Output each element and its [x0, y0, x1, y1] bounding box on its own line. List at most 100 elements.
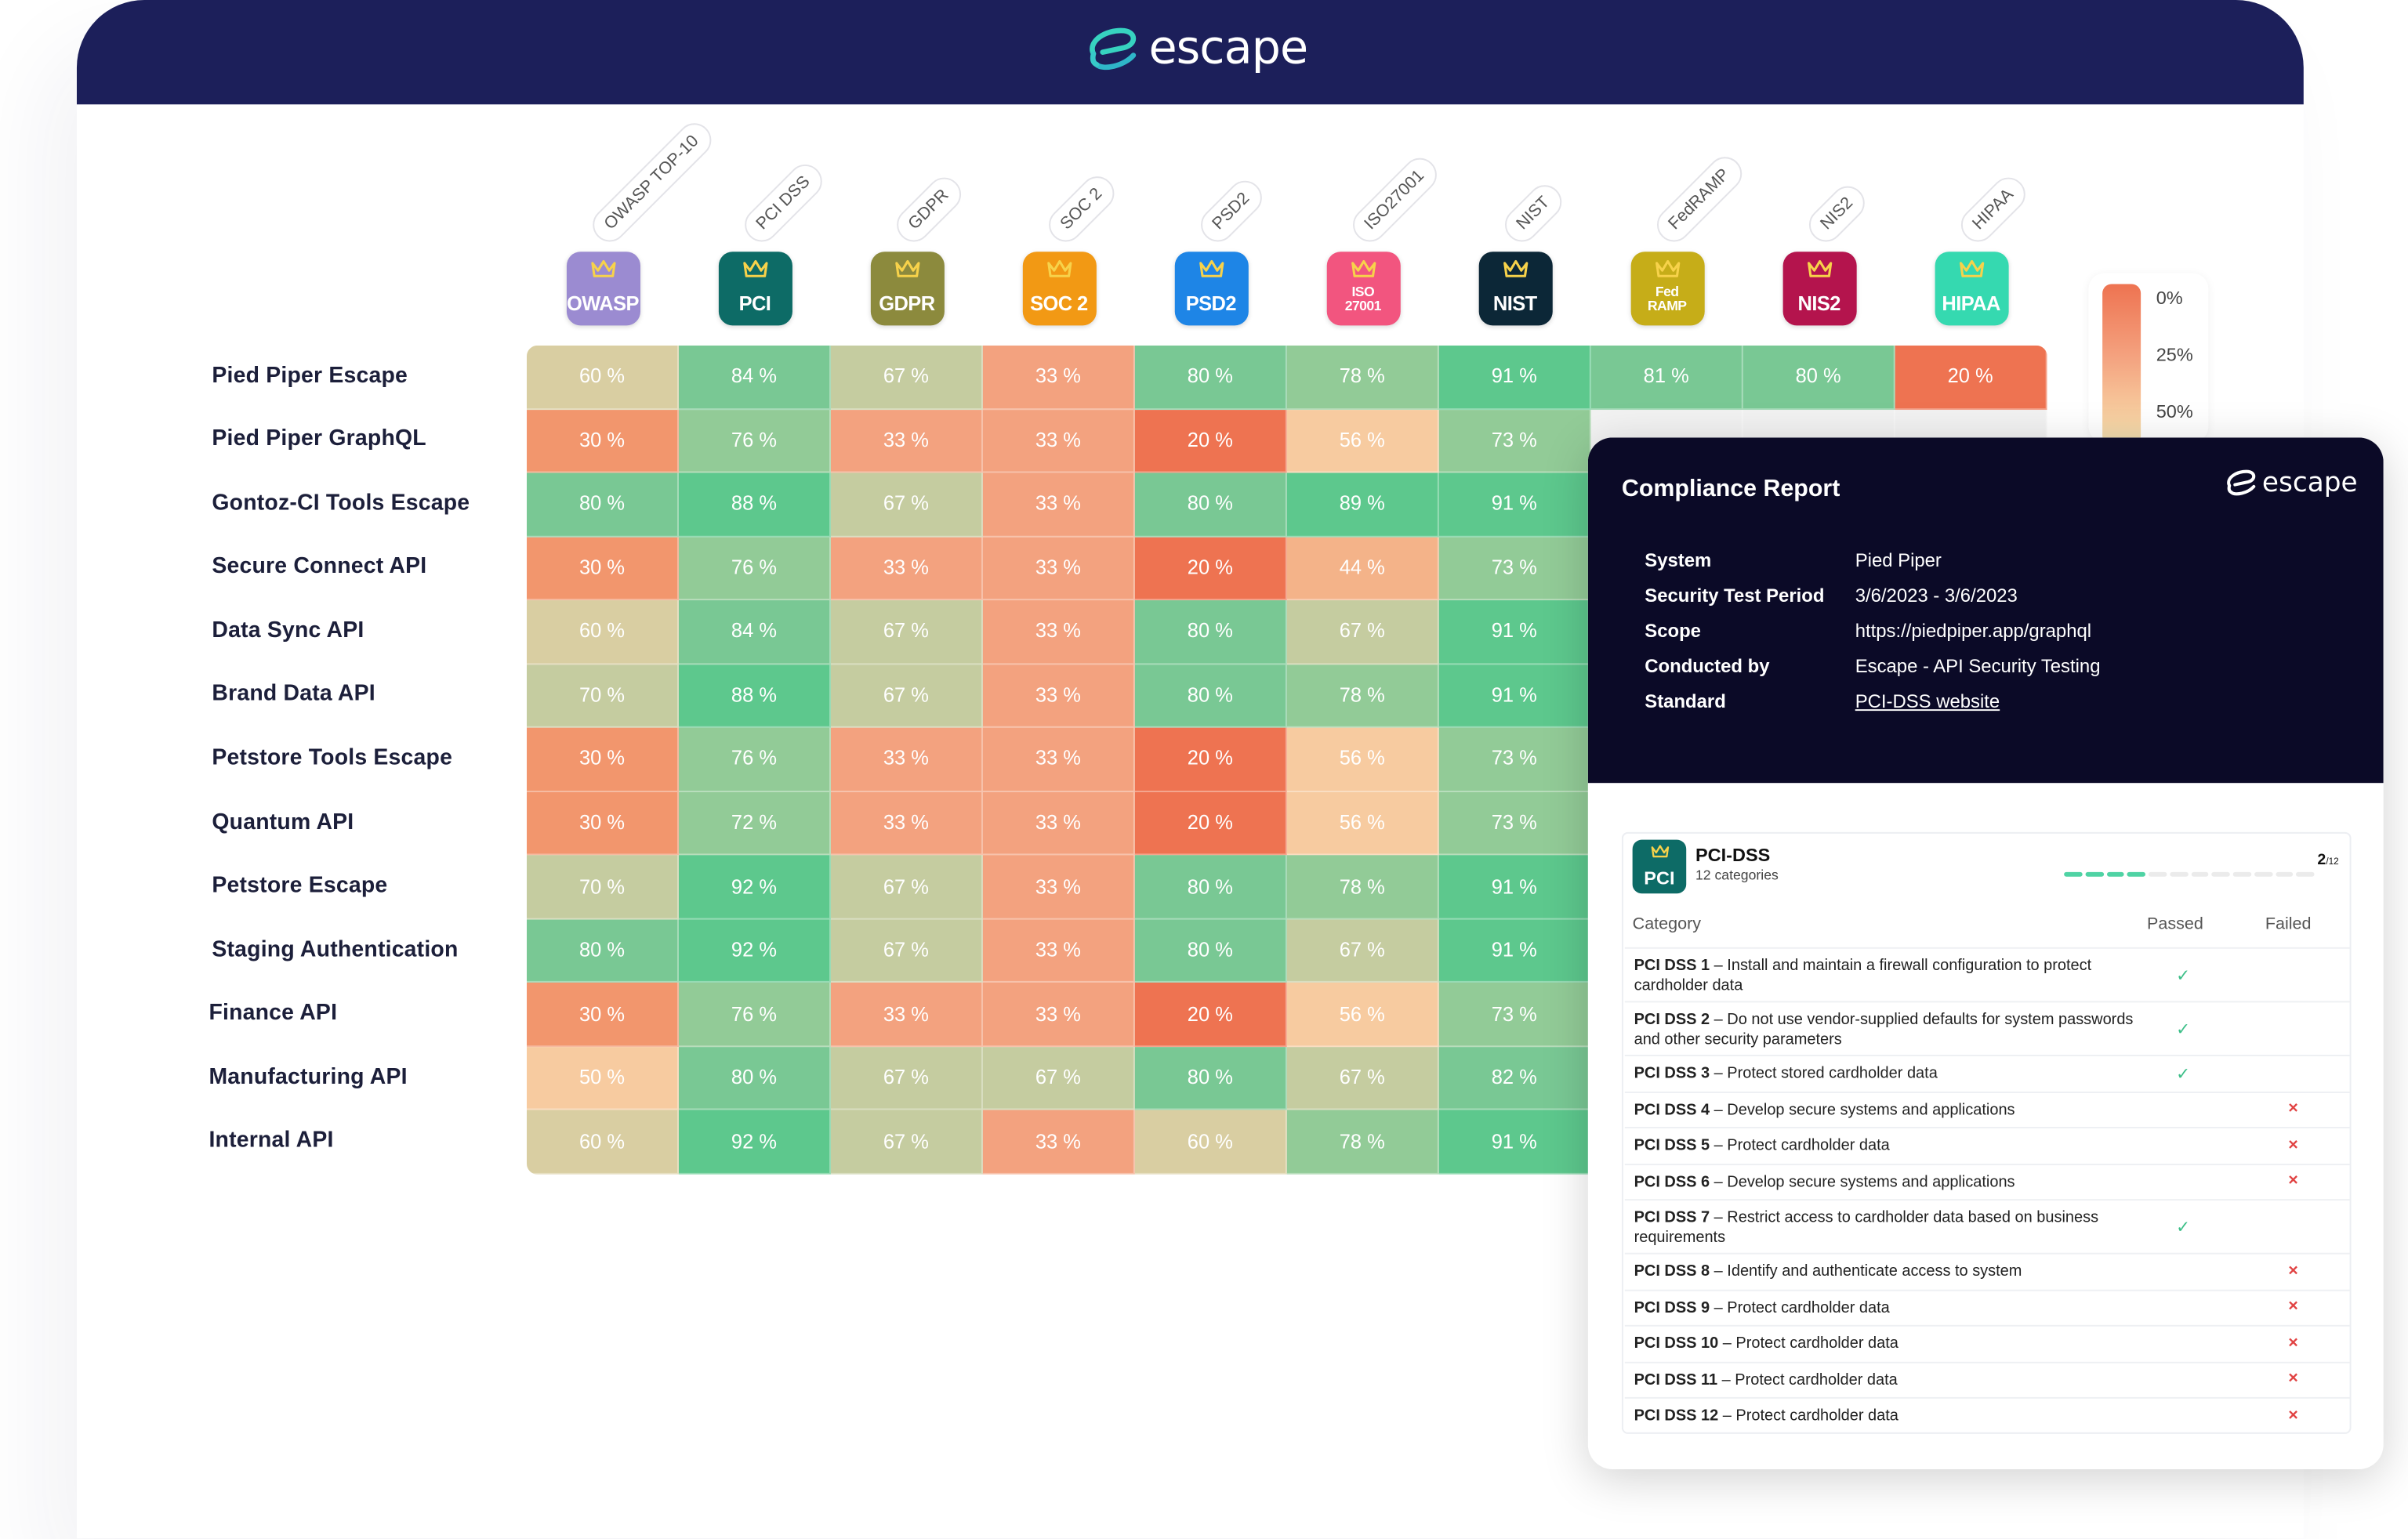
- heatmap-cell[interactable]: 84 %: [678, 600, 831, 664]
- escape-logo[interactable]: escape: [1084, 21, 1308, 75]
- heatmap-cell[interactable]: 91 %: [1438, 345, 1591, 410]
- asset-label[interactable]: Quantum API: [212, 809, 354, 835]
- heatmap-cell[interactable]: 80 %: [527, 473, 679, 537]
- asset-label[interactable]: Staging Authentication: [212, 937, 459, 962]
- heatmap-cell[interactable]: 50 %: [527, 1047, 679, 1111]
- asset-label[interactable]: Gontoz-CI Tools Escape: [212, 491, 470, 516]
- heatmap-cell[interactable]: 33 %: [982, 855, 1135, 920]
- asset-label[interactable]: Finance API: [209, 1001, 338, 1027]
- heatmap-cell[interactable]: 92 %: [678, 855, 831, 920]
- heatmap-cell[interactable]: 30 %: [527, 409, 679, 473]
- heatmap-cell[interactable]: 44 %: [1286, 536, 1439, 601]
- heatmap-cell[interactable]: 76 %: [678, 536, 831, 601]
- heatmap-cell[interactable]: 67 %: [1286, 919, 1439, 983]
- heatmap-cell[interactable]: 56 %: [1286, 728, 1439, 792]
- heatmap-cell[interactable]: 89 %: [1286, 473, 1439, 537]
- heatmap-cell[interactable]: 33 %: [982, 473, 1135, 537]
- heatmap-cell[interactable]: 78 %: [1286, 855, 1439, 920]
- heatmap-cell[interactable]: 88 %: [678, 473, 831, 537]
- category-row[interactable]: PCI DSS 1 – Install and maintain a firew…: [1624, 947, 2350, 1001]
- heatmap-cell[interactable]: 56 %: [1286, 409, 1439, 473]
- heatmap-cell[interactable]: 91 %: [1438, 855, 1591, 920]
- heatmap-cell[interactable]: 33 %: [982, 409, 1135, 473]
- heatmap-cell[interactable]: 56 %: [1286, 791, 1439, 856]
- heatmap-cell[interactable]: 33 %: [982, 536, 1135, 601]
- heatmap-cell[interactable]: 73 %: [1438, 409, 1591, 473]
- category-row[interactable]: PCI DSS 12 – Protect cardholder data ×: [1624, 1396, 2350, 1433]
- heatmap-cell[interactable]: 60 %: [527, 345, 679, 410]
- category-row[interactable]: PCI DSS 11 – Protect cardholder data ×: [1624, 1360, 2350, 1397]
- heatmap-cell[interactable]: 33 %: [982, 1110, 1135, 1175]
- heatmap-cell[interactable]: 70 %: [527, 664, 679, 729]
- heatmap-cell[interactable]: 80 %: [527, 919, 679, 983]
- category-row[interactable]: PCI DSS 3 – Protect stored cardholder da…: [1624, 1054, 2350, 1091]
- heatmap-cell[interactable]: 92 %: [678, 919, 831, 983]
- heatmap-cell[interactable]: 67 %: [830, 600, 983, 664]
- heatmap-cell[interactable]: 33 %: [982, 983, 1135, 1048]
- heatmap-cell[interactable]: 67 %: [1286, 1047, 1439, 1111]
- framework-badge[interactable]: PCI: [717, 252, 792, 326]
- heatmap-cell[interactable]: 91 %: [1438, 919, 1591, 983]
- heatmap-cell[interactable]: 20 %: [1895, 345, 2047, 410]
- heatmap-cell[interactable]: 80 %: [1134, 1047, 1287, 1111]
- heatmap-cell[interactable]: 73 %: [1438, 728, 1591, 792]
- framework-badge[interactable]: ISO 27001: [1325, 252, 1400, 326]
- heatmap-cell[interactable]: 78 %: [1286, 664, 1439, 729]
- heatmap-cell[interactable]: 80 %: [1134, 664, 1287, 729]
- asset-label[interactable]: Pied Piper Escape: [212, 363, 408, 389]
- heatmap-cell[interactable]: 20 %: [1134, 409, 1287, 473]
- heatmap-cell[interactable]: 80 %: [1134, 345, 1287, 410]
- heatmap-cell[interactable]: 80 %: [678, 1047, 831, 1111]
- heatmap-cell[interactable]: 33 %: [830, 536, 983, 601]
- heatmap-cell[interactable]: 80 %: [1743, 345, 1895, 410]
- heatmap-cell[interactable]: 80 %: [1134, 855, 1287, 920]
- framework-badge[interactable]: PSD2: [1173, 252, 1248, 326]
- heatmap-cell[interactable]: 33 %: [982, 791, 1135, 856]
- heatmap-cell[interactable]: 76 %: [678, 409, 831, 473]
- heatmap-cell[interactable]: 70 %: [527, 855, 679, 920]
- asset-label[interactable]: Data Sync API: [212, 618, 364, 643]
- framework-badge[interactable]: SOC 2: [1021, 252, 1096, 326]
- heatmap-cell[interactable]: 20 %: [1134, 791, 1287, 856]
- heatmap-cell[interactable]: 56 %: [1286, 983, 1439, 1048]
- framework-badge[interactable]: OWASP: [565, 252, 640, 326]
- heatmap-cell[interactable]: 30 %: [527, 536, 679, 601]
- heatmap-cell[interactable]: 67 %: [830, 1110, 983, 1175]
- category-row[interactable]: PCI DSS 2 – Do not use vendor-supplied d…: [1624, 1001, 2350, 1055]
- category-row[interactable]: PCI DSS 9 – Protect cardholder data ×: [1624, 1288, 2350, 1325]
- asset-label[interactable]: Brand Data API: [212, 682, 375, 708]
- heatmap-cell[interactable]: 20 %: [1134, 983, 1287, 1048]
- heatmap-cell[interactable]: 78 %: [1286, 1110, 1439, 1175]
- heatmap-cell[interactable]: 20 %: [1134, 728, 1287, 792]
- heatmap-cell[interactable]: 60 %: [527, 1110, 679, 1175]
- heatmap-cell[interactable]: 80 %: [1134, 600, 1287, 664]
- heatmap-cell[interactable]: 67 %: [1286, 600, 1439, 664]
- framework-badge[interactable]: NIS2: [1782, 252, 1856, 326]
- category-row[interactable]: PCI DSS 4 – Develop secure systems and a…: [1624, 1091, 2350, 1127]
- heatmap-cell[interactable]: 92 %: [678, 1110, 831, 1175]
- category-row[interactable]: PCI DSS 8 – Identify and authenticate ac…: [1624, 1252, 2350, 1289]
- heatmap-cell[interactable]: 76 %: [678, 728, 831, 792]
- heatmap-cell[interactable]: 67 %: [830, 664, 983, 729]
- heatmap-cell[interactable]: 73 %: [1438, 536, 1591, 601]
- framework-badge[interactable]: NIST: [1478, 252, 1552, 326]
- heatmap-cell[interactable]: 33 %: [830, 409, 983, 473]
- heatmap-cell[interactable]: 33 %: [830, 791, 983, 856]
- heatmap-cell[interactable]: 67 %: [830, 919, 983, 983]
- heatmap-cell[interactable]: 67 %: [830, 855, 983, 920]
- heatmap-cell[interactable]: 33 %: [830, 983, 983, 1048]
- heatmap-cell[interactable]: 33 %: [830, 728, 983, 792]
- heatmap-cell[interactable]: 73 %: [1438, 983, 1591, 1048]
- heatmap-cell[interactable]: 72 %: [678, 791, 831, 856]
- heatmap-cell[interactable]: 67 %: [830, 345, 983, 410]
- heatmap-cell[interactable]: 67 %: [982, 1047, 1135, 1111]
- heatmap-cell[interactable]: 33 %: [982, 345, 1135, 410]
- asset-label[interactable]: Manufacturing API: [209, 1065, 408, 1090]
- heatmap-cell[interactable]: 33 %: [982, 728, 1135, 792]
- heatmap-cell[interactable]: 30 %: [527, 791, 679, 856]
- heatmap-cell[interactable]: 33 %: [982, 919, 1135, 983]
- heatmap-cell[interactable]: 80 %: [1134, 919, 1287, 983]
- asset-label[interactable]: Pied Piper GraphQL: [212, 427, 426, 452]
- heatmap-cell[interactable]: 78 %: [1286, 345, 1439, 410]
- framework-badge[interactable]: Fed RAMP: [1630, 252, 1704, 326]
